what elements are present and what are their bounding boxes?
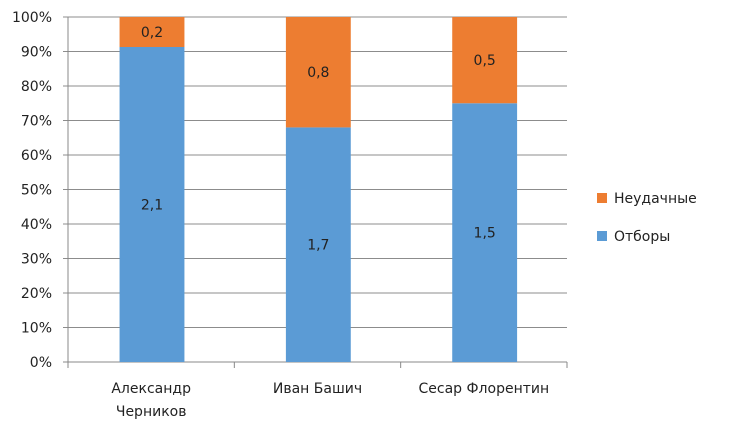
y-tick-label: 90%: [21, 45, 52, 61]
y-tick-label: 50%: [21, 183, 52, 199]
y-tick-label: 20%: [21, 286, 52, 302]
x-tick-label: Александр: [111, 381, 191, 397]
y-tick-label: 10%: [21, 321, 52, 337]
bar-segment: [285, 127, 351, 363]
legend-label: Отборы: [614, 229, 670, 245]
x-tick-label: Иван Башич: [273, 381, 362, 397]
data-label: 1,7: [307, 238, 329, 254]
y-tick-label: 100%: [12, 10, 52, 26]
y-tick-label: 70%: [21, 114, 52, 130]
data-label: 2,1: [141, 198, 163, 214]
legend-swatch: [597, 193, 607, 203]
x-tick-label: Сесар Флорентин: [419, 381, 550, 397]
y-tick-label: 60%: [21, 148, 52, 164]
legend-swatch: [597, 231, 607, 241]
data-label: 1,5: [474, 226, 496, 242]
legend-label: Неудачные: [614, 191, 697, 207]
x-tick-label: Черников: [116, 404, 187, 420]
data-label: 0,5: [474, 53, 496, 69]
data-label: 0,2: [141, 25, 163, 41]
bar-segment: [452, 103, 518, 362]
bar-segment: [285, 17, 351, 128]
data-label: 0,8: [307, 65, 329, 81]
y-tick-label: 40%: [21, 217, 52, 233]
bar-segment: [452, 17, 518, 104]
y-tick-label: 30%: [21, 252, 52, 268]
bar-segment: [119, 17, 185, 47]
bar-segment: [119, 47, 185, 362]
y-tick-label: 0%: [30, 355, 52, 371]
y-tick-label: 80%: [21, 79, 52, 95]
